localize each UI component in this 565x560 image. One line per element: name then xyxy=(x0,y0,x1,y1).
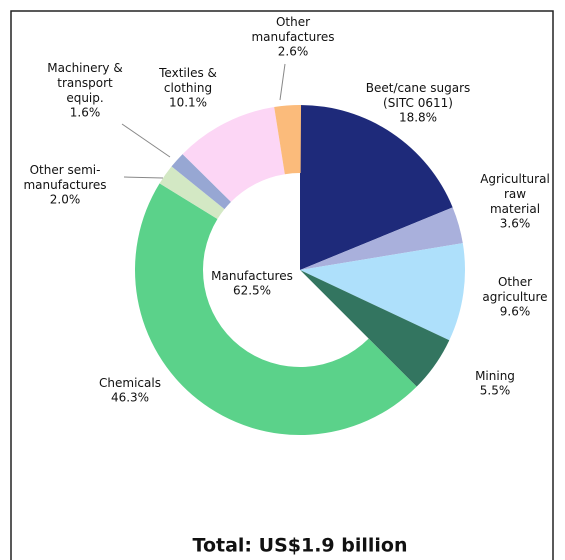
footer: Total: US$1.9 billion xyxy=(193,535,408,557)
leader-line xyxy=(121,123,171,158)
ring-slice xyxy=(182,107,285,202)
value-label: 2.0% xyxy=(50,193,81,207)
pie-slice xyxy=(300,105,453,270)
slice-label: Mining xyxy=(475,369,515,383)
ring-slice xyxy=(159,166,225,220)
slice-label: Textiles & clothing xyxy=(158,66,217,95)
value-label: 10.1% xyxy=(169,96,207,110)
slice-label: Manufactures xyxy=(211,269,293,283)
leader-line xyxy=(279,63,286,101)
slice-label: Agricultural raw material xyxy=(480,172,550,216)
pie-slice xyxy=(300,270,450,387)
leader-line xyxy=(123,176,164,179)
frame xyxy=(10,10,554,560)
pie-slice xyxy=(300,243,465,341)
value-label: 5.5% xyxy=(480,384,511,398)
value-label: 1.6% xyxy=(70,106,101,120)
ring-slice xyxy=(171,154,231,210)
slice-label: Other manufactures xyxy=(251,15,334,44)
value-label: 3.6% xyxy=(500,217,531,231)
value-label: 2.6% xyxy=(278,45,309,59)
slice-label: Machinery & transport equip. xyxy=(47,61,122,105)
value-label: 62.5% xyxy=(233,284,271,298)
group-center xyxy=(202,173,369,367)
ring-slice xyxy=(274,105,302,175)
value-label: 46.3% xyxy=(111,391,149,405)
slice-label: Other agriculture xyxy=(482,275,547,304)
value-label: 9.6% xyxy=(500,305,531,319)
slice-label: Other semi-manufactures xyxy=(23,163,106,192)
pie-slice xyxy=(300,207,463,270)
slice-label: Beet/cane sugars (SITC 0611) xyxy=(366,81,471,110)
ring-slice xyxy=(135,183,417,435)
value-label: 18.8% xyxy=(399,111,437,125)
slice-label: Chemicals xyxy=(99,376,161,390)
